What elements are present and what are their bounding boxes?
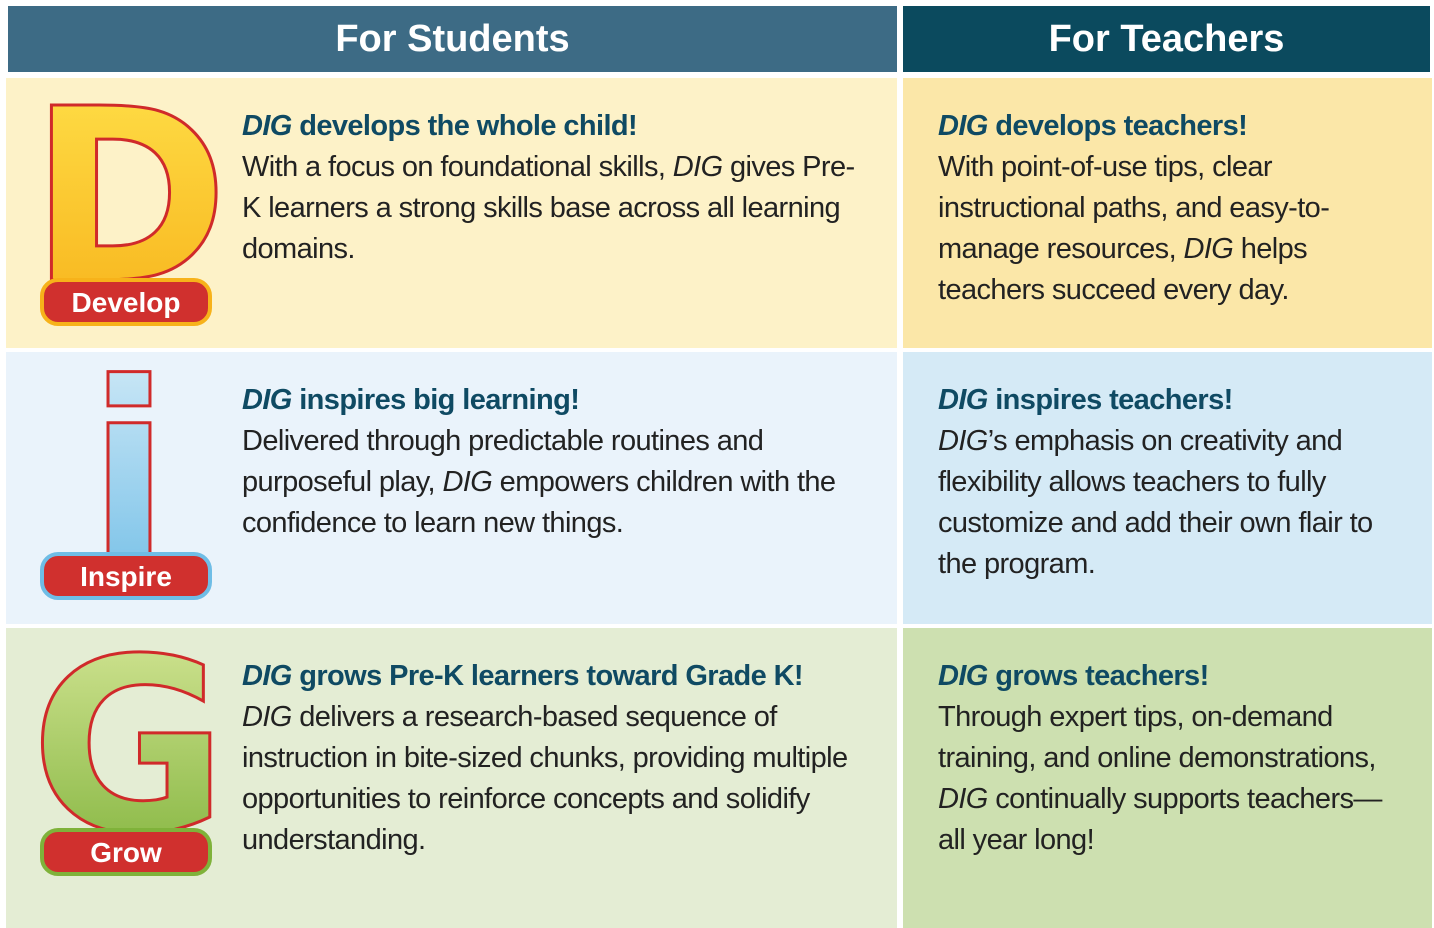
body-text: gives Pre-K learners a strong skills bas…	[242, 151, 855, 265]
body-text: delivers a research-based sequence of in…	[242, 701, 848, 856]
body: Delivered through predictable routines a…	[242, 421, 872, 544]
body-text: DIG	[1183, 233, 1234, 265]
body-text: DIG	[938, 425, 988, 457]
heading-text: develops teachers!	[987, 110, 1248, 142]
body: With point-of-use tips, clear instructio…	[938, 147, 1408, 311]
body-text: ’s emphasis on creativity and flexibilit…	[938, 425, 1373, 580]
text-block: DIG inspires big learning! Delivered thro…	[242, 380, 872, 544]
badge	[40, 828, 212, 876]
text-block: DIG develops teachers! With point-of-use …	[938, 106, 1408, 311]
heading-text: DIG	[242, 384, 292, 416]
body: With a focus on foundational skills, DIG…	[242, 147, 872, 270]
header-teachers: For Teachers	[903, 6, 1430, 72]
heading: DIG grows teachers!	[938, 656, 1408, 697]
heading-text: DIG	[938, 384, 988, 416]
heading-text: develops the whole child!	[291, 110, 638, 142]
heading-text: DIG	[242, 660, 292, 692]
body-text: continually supports teachers—all year l…	[938, 783, 1382, 856]
cell-students: G Grow DIG grows Pre-K learners toward Gra…	[6, 628, 897, 928]
body-text: DIG	[672, 151, 723, 183]
header-students: For Students	[8, 6, 897, 72]
body-text: empowers children with the confidence to…	[242, 466, 836, 539]
heading: DIG inspires big learning!	[242, 380, 872, 421]
body-text: DIG	[442, 466, 493, 498]
heading-text: grows teachers!	[987, 660, 1209, 692]
heading: DIG inspires teachers!	[938, 380, 1408, 421]
body-text: Delivered through predictable routines a…	[242, 425, 764, 498]
badge	[40, 552, 212, 600]
text-block: DIG grows teachers! Through expert tips, …	[938, 656, 1408, 861]
body-text: Through expert tips, on-demand training,…	[938, 701, 1376, 774]
body-text: With point-of-use tips, clear instructio…	[938, 151, 1330, 265]
heading: DIG grows Pre-K learners toward Grade K!	[242, 656, 872, 697]
body-text: With a focus on foundational skills,	[242, 151, 673, 183]
badge-text: Grow	[90, 837, 162, 868]
text-block: DIG grows Pre-K learners toward Grade K!…	[242, 656, 872, 861]
heading-text: DIG	[938, 110, 988, 142]
heading-text: grows Pre-K learners toward Grade K!	[291, 660, 803, 692]
body: DIG delivers a research-based sequence o…	[242, 697, 872, 861]
heading-text: inspires big learning!	[291, 384, 580, 416]
body: DIG’s emphasis on creativity and flexibi…	[938, 421, 1408, 585]
badge	[40, 278, 212, 326]
cell-students: D Develop DIG develops the whole child! Wit…	[6, 78, 897, 348]
body-text: DIG	[242, 701, 292, 733]
text-block: DIG develops the whole child! With a focu…	[242, 106, 872, 270]
badge-text: Inspire	[80, 561, 172, 592]
heading-text: inspires teachers!	[987, 384, 1233, 416]
heading: DIG develops the whole child!	[242, 106, 872, 147]
text-block: DIG inspires teachers! DIG’s emphasis on …	[938, 380, 1408, 585]
cell-teachers: DIG develops teachers! With point-of-use …	[903, 78, 1432, 348]
heading-text: DIG	[938, 660, 988, 692]
body: Through expert tips, on-demand training,…	[938, 697, 1408, 861]
body-text: DIG	[938, 783, 988, 815]
cell-teachers: DIG grows teachers! Through expert tips, …	[903, 628, 1432, 928]
body-text: helps teachers succeed every day.	[938, 233, 1308, 306]
heading: DIG develops teachers!	[938, 106, 1408, 147]
cell-teachers: DIG inspires teachers! DIG’s emphasis on …	[903, 352, 1432, 624]
badge-text: Develop	[72, 287, 181, 318]
heading-text: DIG	[242, 110, 292, 142]
cell-students: i Inspire DIG inspires big learning! Delive…	[6, 352, 897, 624]
